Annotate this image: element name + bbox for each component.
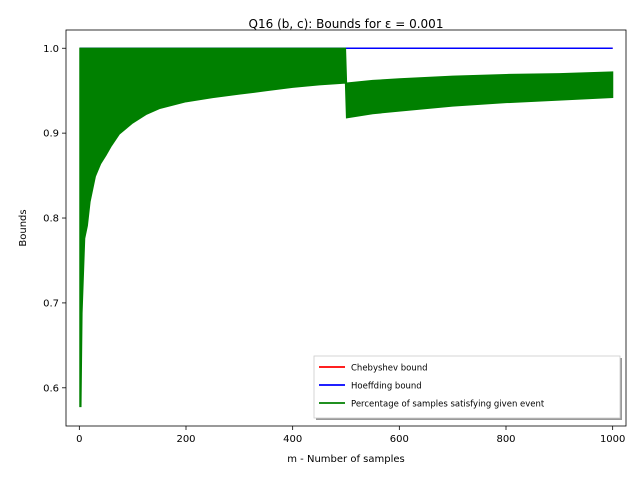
percentage-band: [79, 47, 614, 408]
plot-area: [79, 47, 614, 408]
y-axis: 0.6 0.7 0.8 0.9 1.0: [43, 44, 66, 394]
y-tick-label: 0.6: [43, 383, 59, 394]
legend-label: Hoeffding bound: [351, 382, 422, 392]
axes-frame: [65, 29, 627, 427]
y-tick-label: 1.0: [43, 44, 59, 55]
y-tick-label: 0.9: [43, 129, 59, 140]
x-tick-label: 400: [283, 434, 302, 445]
legend-box: [313, 355, 621, 419]
legend-label: Chebyshev bound: [351, 364, 428, 374]
x-tick-label: 0: [76, 434, 82, 445]
legend: Chebyshev bound Hoeffding bound Percentage…: [313, 355, 622, 420]
x-axis-label: m - Number of samples: [287, 454, 404, 465]
x-tick-label: 1000: [600, 434, 625, 445]
y-axis-label: Bounds: [18, 209, 29, 246]
y-tick-label: 0.7: [43, 298, 59, 309]
x-tick-label: 800: [496, 434, 515, 445]
x-axis: 0 200 400 600 800 1000: [76, 426, 625, 445]
chart-title: Q16 (b, c): Bounds for ε = 0.001: [249, 17, 444, 31]
x-tick-label: 200: [176, 434, 195, 445]
x-tick-label: 600: [390, 434, 409, 445]
legend-label: Percentage of samples satisfying given e…: [351, 400, 545, 410]
y-tick-label: 0.8: [43, 214, 59, 225]
